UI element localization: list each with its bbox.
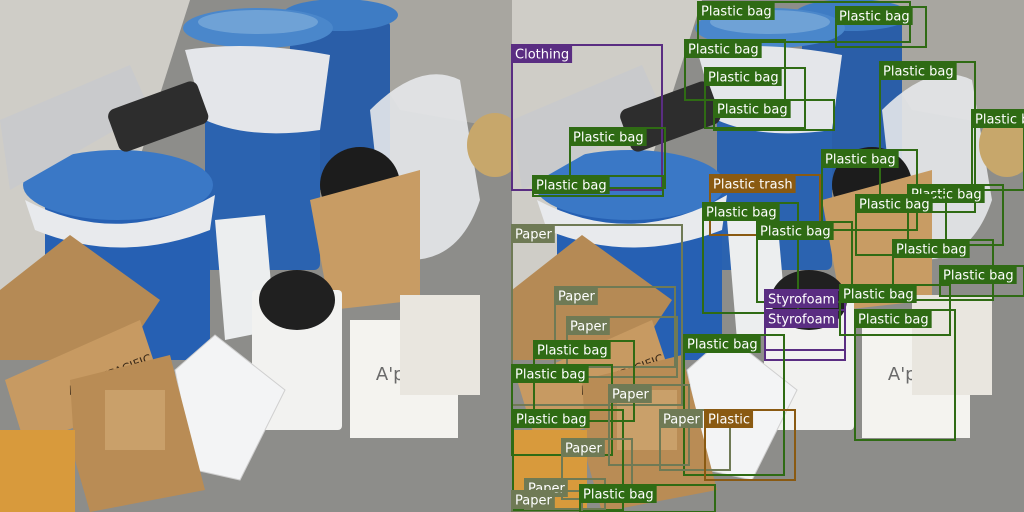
detection-label: Plastic bag	[688, 43, 759, 58]
photo-shape	[198, 10, 318, 34]
photo-shape	[23, 150, 213, 220]
detection-label: Paper	[515, 494, 552, 509]
label-background	[765, 290, 839, 308]
detection-label: Plastic bag	[883, 65, 954, 80]
label-background	[705, 410, 754, 428]
detection-label: Plastic bag	[859, 198, 930, 213]
detection-label: Paper	[663, 413, 700, 428]
photo-shape	[25, 195, 215, 248]
label-background	[840, 285, 917, 303]
label-background	[893, 240, 970, 258]
label-background	[570, 128, 647, 146]
detection-label: Plastic bag	[515, 368, 586, 383]
label-background	[698, 2, 775, 20]
label-background	[562, 439, 605, 457]
label-background	[512, 225, 555, 243]
label-background	[685, 40, 762, 58]
detection-label: Plastic bag	[858, 313, 929, 328]
detection-label: Plastic bag	[760, 225, 831, 240]
label-background	[609, 385, 652, 403]
label-background	[710, 175, 796, 193]
photo-shape	[108, 81, 209, 152]
detection-label: Clothing	[515, 48, 569, 63]
label-background	[533, 176, 610, 194]
detection-label: Paper	[558, 290, 595, 305]
photo-shape	[400, 295, 480, 395]
detection-label: Plastic bag	[943, 269, 1014, 284]
bounding-box	[511, 224, 683, 406]
label-background	[684, 335, 761, 353]
detection-label: Plastic bag	[573, 131, 644, 146]
detection-label: Plastic bag	[537, 344, 608, 359]
photo-shape	[259, 270, 335, 330]
detection-label: Plastic bag	[717, 103, 788, 118]
label-background	[856, 195, 933, 213]
label-background	[513, 410, 590, 428]
detection-label: Plastic bag	[975, 113, 1024, 128]
label-background	[512, 45, 573, 63]
detection-label: Styrofoam	[768, 313, 835, 328]
label-background	[567, 317, 610, 335]
detection-label: Plastic bag	[843, 288, 914, 303]
detection-label: Paper	[565, 442, 602, 457]
photo-shape	[0, 430, 75, 512]
detection-label: Plastic bag	[687, 338, 758, 353]
detection-label: Paper	[570, 320, 607, 335]
detection-label: Plastic bag	[825, 153, 896, 168]
detections: Plastic bag Plastic bag Clothing Plastic ba…	[511, 1, 1024, 512]
detection-label: Plastic trash	[713, 178, 793, 193]
label-background	[855, 310, 932, 328]
detection-label: Plastic bag	[583, 488, 654, 503]
detection-label: Plastic bag	[536, 179, 607, 194]
detection-label: Plastic bag	[706, 206, 777, 221]
photo-shape	[310, 170, 420, 310]
label-background	[660, 410, 703, 428]
photo: A'pieu AMOREPACIFIC	[0, 0, 512, 512]
detection-label: Plastic	[708, 413, 750, 428]
detection-label: Plastic bag	[839, 10, 910, 25]
label-background	[555, 287, 598, 305]
label-background	[822, 150, 899, 168]
detection-label: Plastic bag	[516, 413, 587, 428]
label-background	[512, 491, 555, 509]
photo-shape	[0, 65, 150, 190]
photo-shape	[185, 46, 330, 134]
photo-shape	[105, 390, 165, 450]
label-background	[940, 266, 1017, 284]
label-background	[534, 341, 611, 359]
detection-label: Plastic bag	[708, 71, 779, 86]
label-background	[765, 310, 839, 328]
label-background	[757, 222, 834, 240]
detection-label: Plastic bag	[701, 5, 772, 20]
label-background	[836, 7, 913, 25]
label-background	[880, 62, 957, 80]
photo-shape	[0, 235, 160, 360]
bounding-box	[554, 286, 676, 368]
label-background	[512, 365, 589, 383]
label-background	[714, 100, 791, 118]
detection-label: Paper	[612, 388, 649, 403]
label-background	[580, 485, 657, 503]
label-background	[972, 110, 1024, 128]
detection-label: Paper	[515, 228, 552, 243]
label-background	[703, 203, 780, 221]
detection-label: Plastic bag	[896, 243, 967, 258]
detection-label: Styrofoam	[768, 293, 835, 308]
label-background	[705, 68, 782, 86]
photo-shape	[467, 113, 512, 177]
